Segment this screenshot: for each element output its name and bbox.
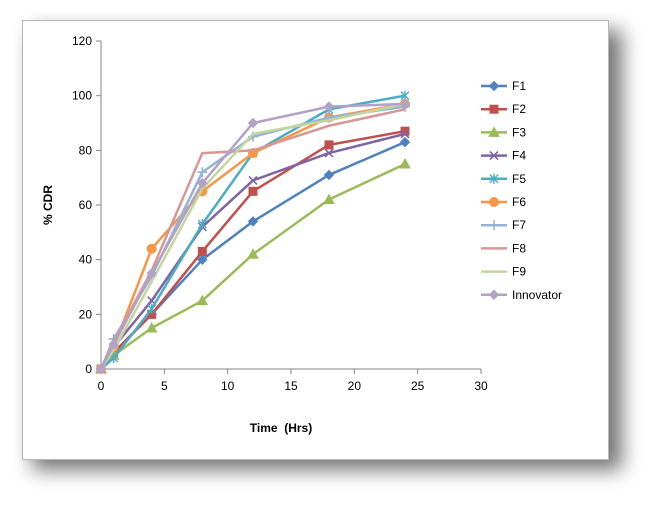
data-point-f5 xyxy=(197,219,207,230)
data-point-f2 xyxy=(197,246,207,256)
series-f9 xyxy=(99,102,406,370)
data-point-innovator xyxy=(146,268,157,279)
y-tick-label: 20 xyxy=(79,307,93,321)
legend-label-f3: F3 xyxy=(512,125,526,139)
y-tick-label: 120 xyxy=(72,34,92,48)
series-innovator xyxy=(95,98,411,375)
data-point-f2 xyxy=(324,140,334,150)
legend-item-f3: F3 xyxy=(481,125,526,139)
legend-label-f9: F9 xyxy=(512,265,526,279)
data-point-f1 xyxy=(247,216,259,227)
legend-label-f4: F4 xyxy=(512,149,526,163)
legend-item-f8: F8 xyxy=(481,241,526,255)
legend-marker-f7 xyxy=(489,220,499,231)
legend-item-f9: F9 xyxy=(481,265,526,279)
legend-item-f7: F7 xyxy=(481,218,526,232)
data-point-f2 xyxy=(248,186,258,196)
data-point-f5 xyxy=(147,303,157,314)
data-point-f3 xyxy=(399,157,411,169)
legend-label-f8: F8 xyxy=(512,241,526,255)
data-point-f3 xyxy=(145,321,158,333)
legend-label-f5: F5 xyxy=(512,172,526,186)
plot-area xyxy=(95,90,411,375)
data-point-innovator xyxy=(197,177,208,189)
legend-label-f2: F2 xyxy=(512,102,526,116)
axes: 0 20 40 60 80 100 120 0 5 10 15 20 25 30 xyxy=(72,34,488,393)
legend-item-f6: F6 xyxy=(481,195,526,209)
chart-frame xyxy=(22,20,609,460)
legend-marker-f4 xyxy=(489,151,499,161)
x-tick-label: 5 xyxy=(161,379,168,393)
legend-marker-f5 xyxy=(489,173,499,184)
y-tick-label: 80 xyxy=(79,143,93,157)
data-point-f1 xyxy=(323,169,335,181)
y-axis-title: % CDR xyxy=(41,185,55,225)
data-point-innovator xyxy=(108,339,119,350)
legend-marker-f6 xyxy=(489,197,499,207)
series-line-innovator xyxy=(99,102,406,370)
data-point-innovator xyxy=(399,98,411,110)
data-point-f4 xyxy=(324,148,334,158)
legend-label-f1: F1 xyxy=(512,79,526,93)
data-point-innovator xyxy=(247,117,259,129)
data-point-f6 xyxy=(146,243,157,254)
legend-label-innovator: Innovator xyxy=(512,288,562,302)
x-tick-label: 15 xyxy=(284,379,298,393)
legend-marker-innovator xyxy=(488,289,500,301)
data-point-innovator xyxy=(95,363,107,375)
x-tick-label: 25 xyxy=(411,379,425,393)
data-point-f3 xyxy=(196,294,209,306)
data-point-f7 xyxy=(197,167,208,178)
x-tick-label: 30 xyxy=(474,379,488,393)
x-axis-title: Time (Hrs) xyxy=(250,421,312,435)
legend-item-innovator: Innovator xyxy=(481,288,562,302)
legend-item-f5: F5 xyxy=(481,172,526,186)
series-line-f9 xyxy=(99,102,406,370)
data-point-f4 xyxy=(248,175,258,185)
y-tick-label: 0 xyxy=(85,362,92,376)
data-point-innovator xyxy=(323,101,335,112)
x-tick-label: 10 xyxy=(221,379,235,393)
x-tick-label: 0 xyxy=(98,379,105,393)
legend-marker-f3 xyxy=(488,126,500,137)
legend-label-f7: F7 xyxy=(512,218,526,232)
legend-item-f1: F1 xyxy=(481,79,526,93)
legend-label-f6: F6 xyxy=(512,195,526,209)
data-point-f1 xyxy=(399,136,411,148)
legend-marker-f2 xyxy=(489,104,499,114)
data-point-f3 xyxy=(247,248,259,259)
y-tick-label: 40 xyxy=(79,253,93,267)
data-point-f3 xyxy=(323,193,335,205)
series-line-f6 xyxy=(99,102,406,370)
legend: F1 F2 F3 F4 F5 F6 F7 F8 F9 Innovator xyxy=(481,79,562,302)
data-point-f4 xyxy=(400,129,410,139)
legend-item-f2: F2 xyxy=(481,102,526,116)
y-tick-label: 100 xyxy=(72,89,92,103)
x-tick-label: 20 xyxy=(348,379,362,393)
y-tick-label: 60 xyxy=(79,198,93,212)
legend-item-f4: F4 xyxy=(481,149,526,163)
data-point-f1 xyxy=(197,254,208,265)
legend-marker-f1 xyxy=(488,80,500,92)
